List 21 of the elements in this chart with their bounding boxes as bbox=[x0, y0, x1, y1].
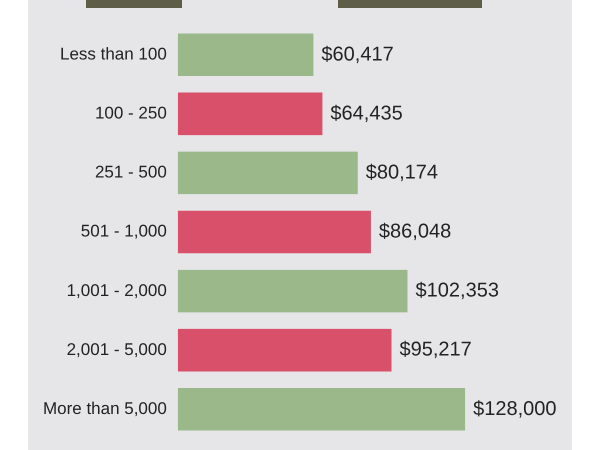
data-label: $102,353 bbox=[416, 280, 499, 302]
y-tick-label: 100 - 250 bbox=[94, 104, 167, 123]
data-label: $95,217 bbox=[400, 338, 472, 361]
y-tick-label: 1,001 - 2,000 bbox=[66, 280, 167, 300]
bar bbox=[178, 33, 314, 76]
data-label: $60,417 bbox=[321, 43, 394, 66]
data-label: $64,435 bbox=[330, 102, 403, 124]
bar bbox=[178, 210, 371, 254]
bar bbox=[178, 270, 408, 312]
y-tick-label: 501 - 1,000 bbox=[80, 222, 167, 241]
bar bbox=[178, 388, 466, 431]
bar bbox=[178, 92, 322, 136]
bar bbox=[178, 328, 392, 372]
data-label: $128,000 bbox=[473, 398, 557, 420]
y-tick-label: More than 5,000 bbox=[42, 398, 167, 418]
data-label: $80,174 bbox=[366, 161, 438, 184]
y-tick-label: 251 - 500 bbox=[94, 162, 167, 182]
y-tick-label: 2,001 - 5,000 bbox=[66, 340, 167, 359]
y-tick-label: Less than 100 bbox=[60, 44, 167, 64]
data-label: $86,048 bbox=[378, 220, 452, 243]
bar bbox=[178, 152, 358, 194]
